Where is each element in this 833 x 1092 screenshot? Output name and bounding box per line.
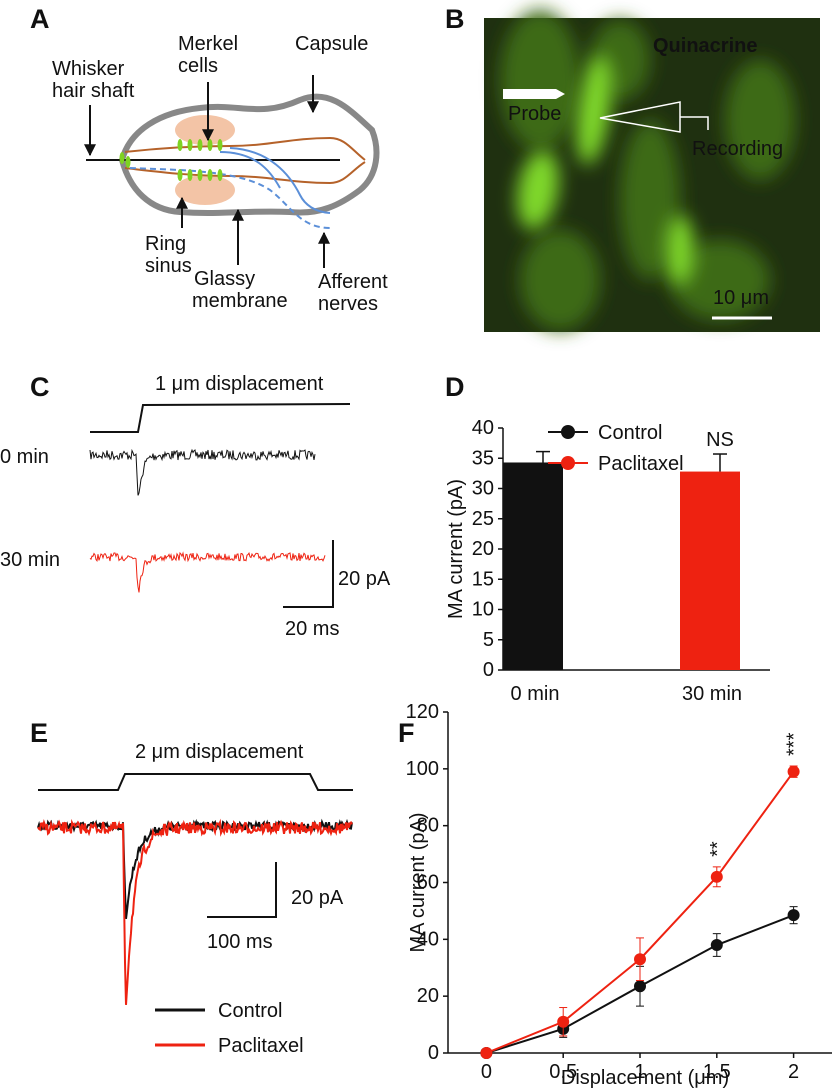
x-axis-label: Displacement (μm) (561, 1067, 729, 1089)
x-tick-label: 30 min (682, 683, 742, 705)
label: Probe (508, 103, 561, 125)
y-tick-label: 40 (472, 417, 494, 439)
label: Ring (145, 233, 186, 255)
y-tick-label: 120 (406, 701, 439, 723)
legend-label: Paclitaxel (598, 453, 684, 475)
y-tick-label: 0 (428, 1042, 439, 1064)
x-tick-label: 0 (481, 1061, 492, 1083)
y-tick-label: 60 (417, 872, 439, 894)
label: hair shaft (52, 80, 135, 102)
label: Recording (692, 138, 783, 160)
point (557, 1015, 570, 1028)
y-tick-label: 80 (417, 815, 439, 837)
point (480, 1047, 493, 1059)
scale-label: 20 pA (338, 568, 391, 590)
y-tick-label: 0 (483, 659, 494, 681)
scale-label: 20 ms (285, 618, 339, 640)
point (634, 980, 646, 993)
trace (89, 448, 316, 496)
x-tick-label: 1.5 (703, 1061, 731, 1083)
panel-label: C (30, 372, 50, 402)
panel-label: B (445, 4, 465, 34)
legend-marker (561, 456, 575, 470)
x-tick-label: 0 min (511, 683, 560, 705)
annotation: ** (707, 841, 729, 857)
annotation: *** (784, 732, 806, 756)
y-tick-label: 40 (417, 928, 439, 950)
point (634, 953, 646, 966)
point (787, 765, 800, 778)
panel-label: E (30, 718, 48, 748)
scale-label: 100 ms (207, 931, 273, 953)
label: Afferent (318, 271, 388, 293)
label: 1 μm displacement (155, 373, 324, 395)
legend-marker (561, 425, 575, 439)
micrograph (484, 10, 820, 332)
label: sinus (145, 255, 192, 277)
legend-label: Paclitaxel (218, 1035, 304, 1057)
scale-label: 20 pA (291, 887, 344, 909)
label: 0 min (0, 446, 49, 468)
scale-bars (38, 403, 353, 918)
point (710, 870, 723, 883)
label: Glassy (194, 268, 255, 290)
panel-label: D (445, 372, 465, 402)
x-tick-label: 0.5 (549, 1061, 577, 1083)
label: Whisker (52, 58, 125, 80)
x-tick-label: 2 (788, 1061, 799, 1083)
y-tick-label: 25 (472, 508, 494, 530)
y-tick-label: 20 (417, 985, 439, 1007)
legend-label: Control (218, 1000, 282, 1022)
panel-label: A (30, 4, 50, 34)
y-tick-label: 15 (472, 568, 494, 590)
stain-label: Quinacrine (653, 35, 757, 57)
label: Merkel (178, 33, 238, 55)
trace (89, 551, 326, 593)
label: nerves (318, 293, 378, 315)
y-tick-label: 20 (472, 538, 494, 560)
y-tick-label: 5 (483, 629, 494, 651)
y-tick-label: 100 (406, 758, 439, 780)
traces (37, 448, 353, 1005)
bar (680, 471, 740, 670)
bar (503, 462, 563, 670)
trace (37, 818, 353, 1005)
diagram-a (84, 75, 380, 268)
y-tick-label: 35 (472, 447, 494, 469)
label: membrane (192, 290, 288, 312)
series-line (486, 771, 795, 1054)
label: Capsule (295, 33, 368, 55)
y-axis-label: MA current (pA) (407, 812, 429, 952)
y-axis-label: MA current (pA) (445, 479, 467, 619)
y-tick-label: 10 (472, 599, 494, 621)
point (710, 939, 723, 952)
annotation: NS (706, 429, 734, 451)
label: 30 min (0, 549, 60, 571)
panel-label: F (398, 718, 415, 748)
label: 2 μm displacement (135, 741, 304, 763)
scale-label: 10 μm (713, 287, 769, 309)
legend-label: Control (598, 422, 662, 444)
y-tick-label: 30 (472, 478, 494, 500)
label: cells (178, 55, 218, 77)
x-tick-label: 1 (634, 1061, 645, 1083)
point (787, 909, 800, 922)
